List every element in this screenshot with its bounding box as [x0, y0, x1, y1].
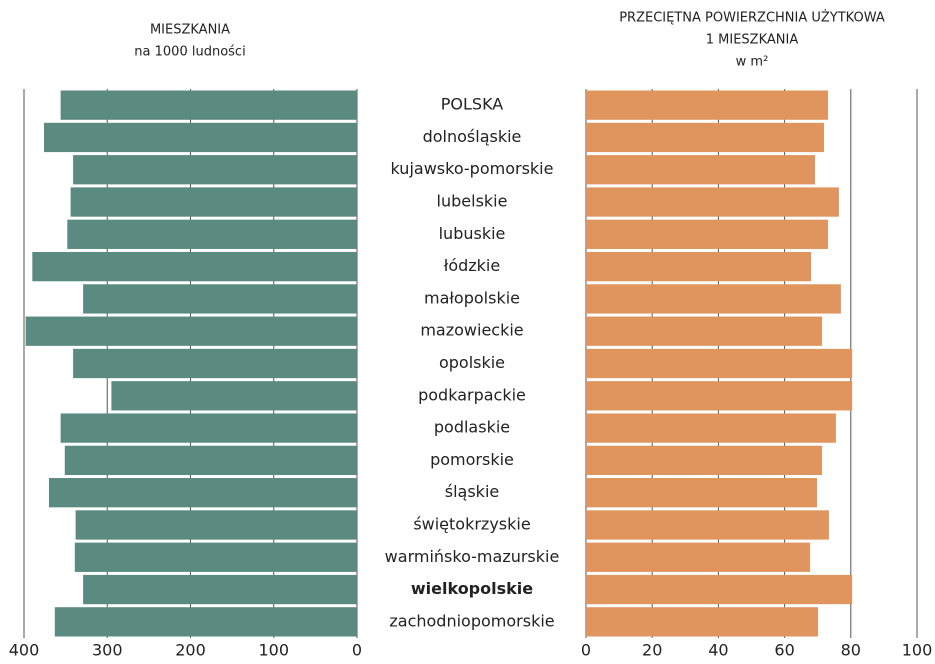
- category-label: wielkopolskie: [411, 579, 533, 598]
- chart-title: PRZECIĘTNA POWIERZCHNIA UŻYTKOWA: [619, 10, 885, 26]
- bar: [74, 542, 357, 572]
- bar: [586, 348, 853, 379]
- category-label: opolskie: [439, 353, 505, 372]
- bar: [586, 316, 823, 346]
- category-label: małopolskie: [424, 288, 520, 307]
- bar: [73, 155, 358, 185]
- bar: [111, 381, 357, 411]
- bar: [586, 381, 853, 411]
- category-label: lubuskie: [439, 224, 506, 243]
- category-label: podkarpackie: [418, 385, 526, 404]
- bar: [586, 542, 811, 572]
- category-label: dolnośląskie: [423, 127, 522, 146]
- bar: [60, 413, 357, 443]
- category-label: mazowieckie: [420, 321, 523, 340]
- chart-title: MIESZKANIA: [150, 23, 230, 38]
- x-tick-label: 400: [9, 641, 40, 660]
- category-label: podlaskie: [434, 418, 510, 437]
- bar: [586, 510, 829, 540]
- bar: [586, 607, 819, 637]
- x-tick-label: 0: [352, 641, 362, 660]
- bar: [73, 348, 358, 379]
- category-label: śląskie: [445, 482, 499, 501]
- bar: [586, 478, 818, 508]
- bar: [32, 251, 357, 282]
- bar: [586, 155, 816, 185]
- bar: [75, 510, 358, 540]
- x-tick-label: 20: [642, 641, 662, 660]
- bar: [83, 284, 358, 314]
- category-label: świętokrzyskie: [413, 514, 530, 533]
- bar: [586, 413, 836, 443]
- category-label: POLSKA: [441, 95, 504, 114]
- bar: [586, 574, 853, 605]
- x-tick-label: 100: [258, 641, 289, 660]
- bar: [586, 219, 828, 249]
- chart-title: w m²: [736, 55, 769, 70]
- bar: [67, 219, 357, 249]
- bar: [586, 90, 828, 120]
- x-tick-label: 60: [774, 641, 794, 660]
- x-tick-label: 200: [175, 641, 206, 660]
- category-label: lubelskie: [437, 192, 508, 211]
- bar: [586, 445, 823, 476]
- bar: [25, 316, 357, 346]
- bar: [70, 187, 358, 217]
- bar: [54, 607, 358, 637]
- bar: [43, 122, 357, 153]
- bar: [586, 187, 839, 217]
- x-tick-label: 0: [581, 641, 591, 660]
- x-tick-label: 300: [92, 641, 123, 660]
- bar: [60, 90, 357, 120]
- category-label: zachodniopomorskie: [389, 611, 554, 630]
- bar: [64, 445, 357, 476]
- x-tick-label: 40: [708, 641, 728, 660]
- category-label: kujawsko-pomorskie: [391, 159, 554, 178]
- bar: [586, 122, 824, 153]
- x-tick-label: 80: [841, 641, 861, 660]
- chart-title: 1 MIESZKANIA: [706, 33, 799, 48]
- chart-title: na 1000 ludności: [134, 45, 245, 60]
- bar: [586, 284, 841, 314]
- category-label: warmińsko-mazurskie: [385, 547, 560, 566]
- bar: [83, 574, 358, 605]
- bar: [586, 251, 812, 282]
- x-tick-label: 100: [902, 641, 933, 660]
- category-label: pomorskie: [430, 450, 514, 469]
- bar: [48, 478, 357, 508]
- category-label: łódzkie: [444, 256, 500, 275]
